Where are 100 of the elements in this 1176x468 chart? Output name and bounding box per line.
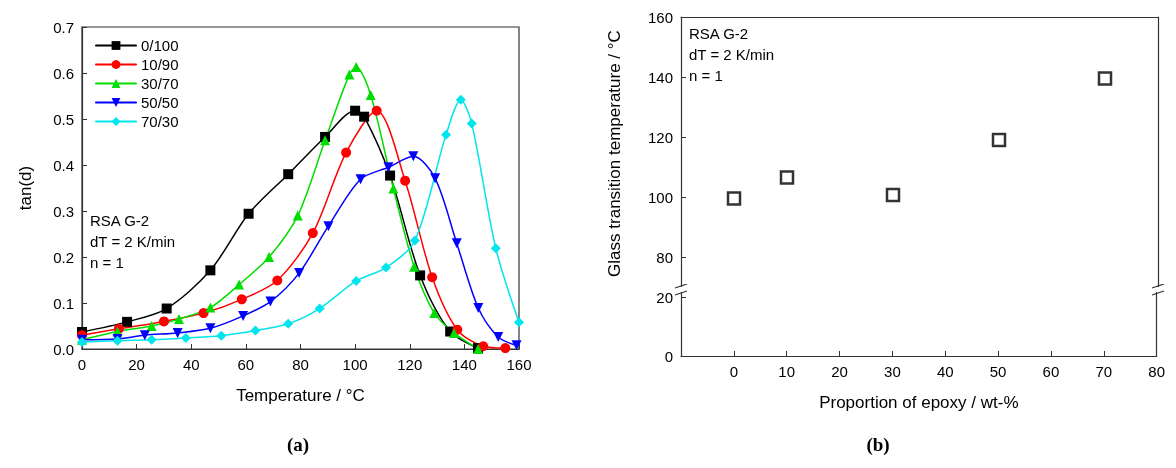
point [429, 308, 440, 319]
point [359, 111, 370, 122]
x-tick-label: 0 [729, 363, 739, 380]
x-tick-label: 140 [451, 356, 477, 373]
x-tick-label: 20 [128, 356, 145, 373]
x-tick-label: 50 [989, 363, 1007, 380]
y-tick-label: 0.0 [53, 340, 74, 358]
y-axis-title: Glass transition temperature / °C [605, 30, 624, 277]
point [779, 170, 795, 185]
point [238, 310, 249, 321]
point [234, 279, 245, 290]
y-tick-label: 20 [656, 289, 673, 306]
point [172, 327, 183, 338]
x-tick-label: 40 [182, 356, 200, 373]
y-axis-title: tan(d) [16, 165, 35, 211]
point [146, 334, 157, 345]
y-tick-label: 0.3 [53, 202, 74, 220]
point [205, 265, 216, 276]
point [400, 175, 411, 186]
point [173, 314, 184, 325]
annotation: RSA G-2 [689, 25, 749, 42]
annotation: RSA G-2 [90, 212, 150, 229]
text: (a) [286, 434, 310, 456]
point [314, 303, 325, 314]
point [409, 235, 420, 246]
point [427, 272, 438, 283]
y-tick-label: 140 [647, 68, 673, 86]
point [323, 221, 334, 232]
point [409, 261, 420, 272]
y-tick-label: 0.2 [53, 248, 74, 266]
x-tick-label: 80 [292, 356, 309, 373]
point [451, 238, 462, 249]
legend-label: 30/70 [141, 75, 179, 92]
annotation: n = 1 [90, 254, 124, 271]
y-tick-label: 100 [647, 188, 673, 206]
point [283, 169, 294, 180]
point [139, 330, 150, 341]
x-tick-label: 40 [936, 363, 954, 380]
point [355, 174, 366, 185]
x-tick-label: 10 [778, 363, 796, 380]
text: (b) [866, 434, 890, 456]
point [146, 321, 157, 331]
point [243, 208, 254, 219]
point [320, 135, 331, 146]
annotation: dT = 2 K/min [90, 233, 176, 250]
y-tick-label: 80 [656, 248, 673, 266]
y-tick-label: 0.4 [53, 156, 74, 174]
legend-label: 0/100 [141, 37, 179, 54]
x-tick-label: 100 [342, 356, 368, 373]
point [365, 90, 376, 101]
point [885, 187, 901, 203]
y-tick-label: 0.1 [53, 294, 74, 312]
point [726, 191, 742, 206]
point [205, 323, 216, 334]
point [236, 294, 247, 305]
x-tick-label: 30 [884, 363, 901, 380]
point [388, 183, 399, 194]
point [466, 118, 477, 129]
point [1097, 71, 1113, 86]
x-tick-label: 60 [237, 356, 255, 373]
point [161, 303, 172, 314]
annotation: n = 1 [689, 67, 723, 84]
y-tick-label: 0.6 [53, 64, 74, 82]
x-tick-label: 20 [831, 363, 848, 380]
point [514, 317, 524, 328]
x-tick-label: 0 [77, 356, 87, 373]
y-tick-label: 0.5 [53, 110, 74, 128]
point [264, 252, 275, 262]
point [250, 325, 261, 336]
point [441, 129, 452, 140]
point [449, 327, 459, 338]
point [272, 275, 283, 286]
point [991, 132, 1007, 148]
point [351, 275, 362, 286]
point [383, 162, 394, 173]
legend-label: 70/30 [141, 113, 179, 130]
x-tick-label: 70 [1095, 363, 1113, 380]
point [371, 105, 382, 116]
x-tick-label: 80 [1148, 363, 1165, 380]
y-tick-label: 0.7 [53, 18, 74, 36]
annotation: dT = 2 K/min [689, 46, 775, 63]
legend-label: 50/50 [141, 94, 179, 111]
legend-label: 10/90 [141, 56, 179, 73]
point [511, 340, 522, 351]
x-axis-title: Proportion of epoxy / wt-% [819, 393, 1019, 412]
point [455, 94, 466, 105]
point [122, 316, 133, 327]
point [350, 105, 361, 116]
point [341, 147, 352, 158]
point [158, 316, 169, 327]
x-tick-label: 60 [1042, 363, 1060, 380]
point [430, 173, 441, 184]
y-tick-label: 160 [647, 8, 673, 26]
point [490, 243, 501, 254]
point [351, 62, 362, 73]
point [205, 302, 216, 313]
point [216, 330, 227, 341]
point [283, 318, 294, 329]
point [307, 228, 318, 239]
point [344, 69, 355, 80]
